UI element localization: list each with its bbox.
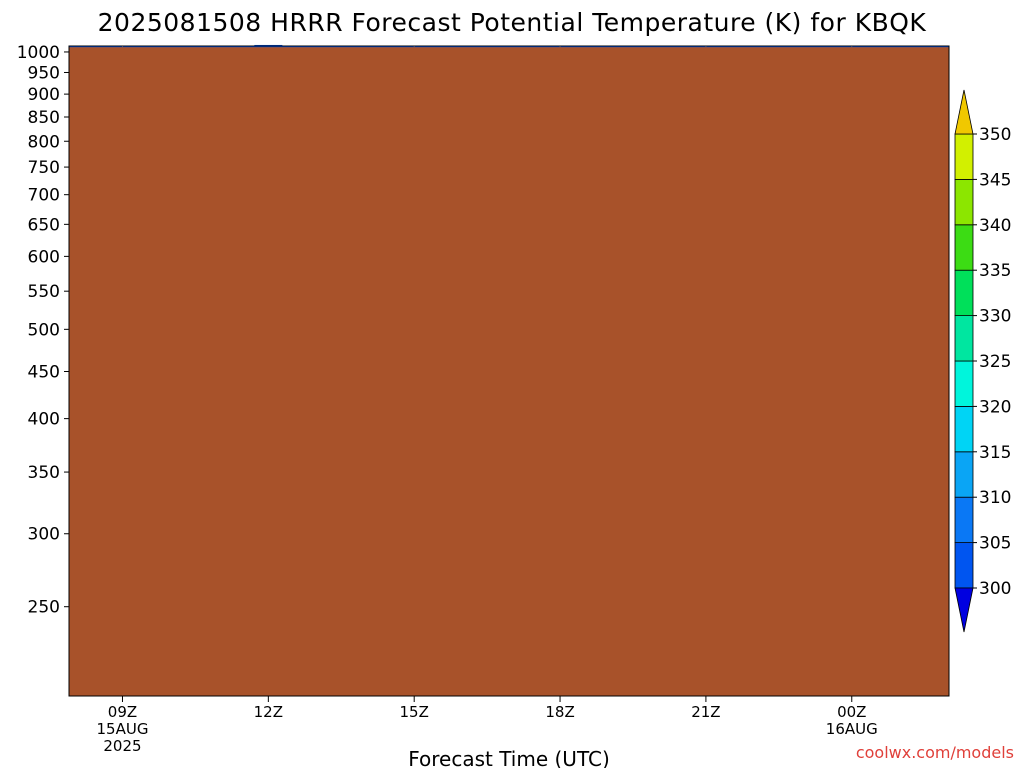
colorbar-bottom-arrow (954, 587, 974, 633)
ground-layer (69, 47, 949, 696)
y-tick-label: 1000 (17, 43, 60, 63)
x-tick-label: 00Z (837, 703, 866, 721)
colorbar-label: 315 (979, 443, 1011, 463)
y-tick-label: 250 (28, 598, 60, 618)
colorbar-label: 320 (979, 397, 1011, 417)
colorbar-top-arrow (954, 89, 974, 135)
x-tick-label: 21Z (691, 703, 720, 721)
x-tick-label: 12Z (254, 703, 283, 721)
colorbar: 300 305 310 315 320 325 330 335 340 345 350 (954, 89, 1011, 633)
colorbar-label: 350 (979, 125, 1011, 145)
y-tick-label: 500 (28, 320, 60, 340)
x-tick-label: 15Z (400, 703, 429, 721)
colorbar-segment (954, 496, 974, 544)
colorbar-label: 345 (979, 170, 1011, 190)
y-tick-label: 400 (28, 410, 60, 430)
y-tick-label: 700 (28, 186, 60, 206)
x-tick-label: 09Z (108, 703, 137, 721)
colorbar-label: 310 (979, 488, 1011, 508)
colorbar-segment (954, 405, 974, 453)
y-tick-label: 450 (28, 362, 60, 382)
y-tick-label: 650 (28, 215, 60, 235)
y-axis: 250 300 350 400 450 500 550 600 650 700 750 800 850 9… (17, 43, 69, 618)
y-tick-label: 900 (28, 85, 60, 105)
colorbar-label: 340 (979, 216, 1011, 236)
chart-title: 2025081508 HRRR Forecast Potential Tempe… (98, 8, 927, 37)
y-tick-label: 300 (28, 525, 60, 545)
y-tick-label: 550 (28, 282, 60, 302)
colorbar-label: 300 (979, 579, 1011, 599)
colorbar-segment (954, 451, 974, 498)
colorbar-segment (954, 269, 974, 317)
colorbar-segment (954, 224, 974, 271)
colorbar-segment (954, 315, 974, 362)
colorbar-label: 325 (979, 352, 1011, 372)
y-tick-label: 350 (28, 463, 60, 483)
colorbar-segment (954, 133, 974, 180)
y-tick-label: 950 (28, 63, 60, 83)
y-tick-label: 750 (28, 158, 60, 178)
colorbar-segment (954, 542, 974, 589)
colorbar-segment (954, 178, 974, 226)
x-tick-label: 18Z (545, 703, 574, 721)
y-tick-label: 600 (28, 247, 60, 267)
colorbar-label: 330 (979, 307, 1011, 327)
colorbar-label: 305 (979, 534, 1011, 554)
colorbar-label: 335 (979, 261, 1011, 281)
colorbar-segment (954, 360, 974, 407)
ground-surface (69, 47, 949, 696)
x-tick-label: 15AUG (97, 720, 149, 738)
x-tick-label: 2025 (103, 737, 141, 755)
x-axis-label: Forecast Time (UTC) (408, 747, 610, 768)
y-tick-label: 800 (28, 132, 60, 152)
credit-text: coolwx.com/models (856, 743, 1014, 762)
y-tick-label: 850 (28, 108, 60, 128)
x-tick-label: 16AUG (826, 720, 878, 738)
